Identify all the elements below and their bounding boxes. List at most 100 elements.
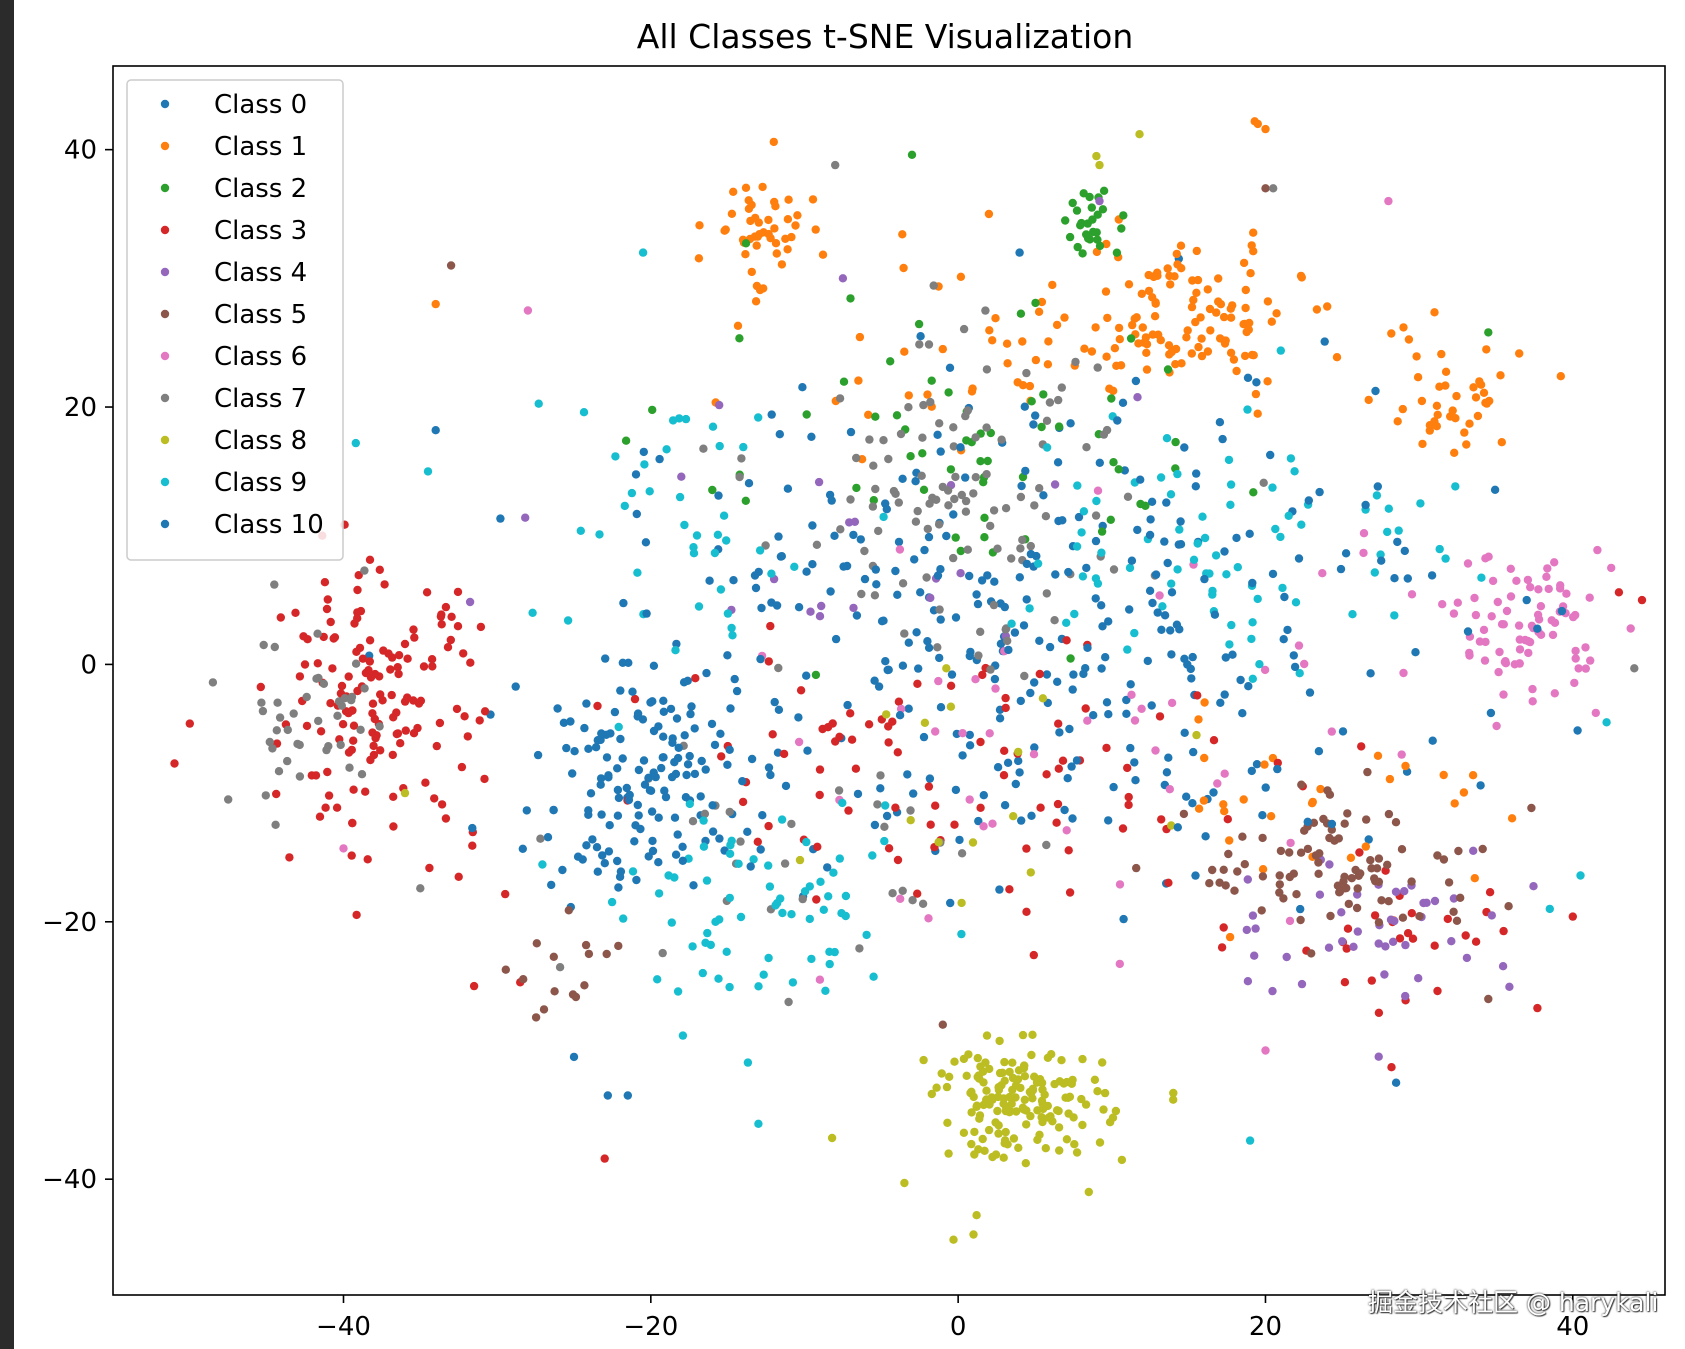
point-class-5: [1340, 819, 1349, 828]
point-class-5: [1484, 994, 1493, 1004]
point-class-3: [884, 844, 894, 853]
point-class-9: [788, 978, 798, 987]
point-class-10: [1573, 726, 1582, 735]
point-class-10: [1091, 536, 1101, 546]
point-class-3: [1035, 669, 1045, 679]
point-class-10: [702, 668, 711, 678]
point-class-3: [389, 713, 398, 722]
point-class-9: [1383, 527, 1392, 537]
point-class-3: [441, 602, 451, 612]
point-class-4: [1268, 986, 1277, 996]
point-class-10: [604, 771, 613, 780]
point-class-5: [1285, 848, 1294, 857]
point-class-8: [882, 710, 891, 719]
point-class-0: [1122, 695, 1131, 705]
point-class-6: [1487, 612, 1496, 621]
point-class-10: [580, 723, 589, 733]
point-class-7: [919, 400, 928, 410]
point-class-3: [1157, 815, 1166, 824]
point-class-8: [1078, 1120, 1087, 1130]
point-class-8: [1007, 1099, 1016, 1109]
point-class-7: [1042, 416, 1052, 425]
point-class-3: [369, 741, 378, 751]
point-class-0: [1261, 783, 1270, 792]
point-class-1: [1138, 323, 1148, 332]
point-class-9: [1033, 559, 1043, 568]
point-class-1: [1401, 761, 1410, 771]
point-class-3: [428, 662, 437, 671]
point-class-10: [1189, 747, 1198, 757]
point-class-9: [868, 851, 877, 860]
point-class-5: [614, 941, 623, 951]
point-class-3: [387, 690, 396, 700]
point-class-4: [1315, 890, 1325, 899]
point-class-0: [592, 843, 602, 852]
point-class-3: [369, 750, 379, 760]
point-class-6: [1512, 576, 1521, 585]
point-class-1: [1473, 411, 1483, 421]
point-class-6: [1499, 690, 1508, 699]
point-class-6: [1562, 589, 1571, 598]
point-class-2: [741, 496, 750, 505]
point-class-0: [831, 634, 841, 644]
point-class-7: [555, 963, 565, 972]
point-class-0: [770, 697, 779, 707]
point-class-6: [979, 822, 988, 831]
point-class-9: [1130, 628, 1139, 638]
point-class-4: [849, 603, 858, 613]
point-class-10: [956, 443, 965, 452]
point-class-4: [845, 518, 854, 527]
point-class-6: [1550, 558, 1559, 567]
point-class-6: [1399, 668, 1408, 678]
point-class-1: [1260, 760, 1269, 769]
point-class-3: [1042, 770, 1051, 779]
point-class-3: [295, 672, 305, 681]
point-class-5: [1335, 887, 1345, 896]
point-class-8: [1077, 1094, 1086, 1104]
point-class-9: [1166, 490, 1176, 499]
point-class-5: [531, 1013, 541, 1022]
point-class-1: [864, 410, 873, 419]
point-class-8: [959, 1054, 969, 1064]
point-class-0: [1015, 573, 1024, 582]
point-class-10: [895, 711, 905, 720]
point-class-3: [389, 822, 398, 831]
point-class-0: [758, 811, 767, 820]
point-class-4: [956, 569, 965, 578]
point-class-7: [934, 520, 944, 529]
point-class-6: [1493, 597, 1503, 607]
point-class-4: [1133, 393, 1142, 402]
point-class-5: [1303, 844, 1313, 854]
point-class-8: [1040, 1090, 1049, 1099]
points-layer: [170, 117, 1647, 1244]
point-class-7: [1057, 383, 1067, 392]
point-class-9: [1211, 551, 1221, 560]
point-class-10: [965, 741, 975, 750]
point-class-8: [980, 1146, 989, 1156]
point-class-0: [1104, 816, 1113, 825]
point-class-10: [725, 745, 734, 754]
point-class-10: [1476, 781, 1485, 790]
point-class-10: [1228, 650, 1237, 659]
point-class-1: [1507, 814, 1517, 823]
point-class-6: [1453, 598, 1463, 607]
point-class-8: [1026, 868, 1036, 877]
point-class-6: [1499, 620, 1509, 629]
point-class-3: [469, 981, 479, 991]
point-class-5: [1314, 858, 1323, 867]
point-class-1: [1373, 751, 1383, 760]
point-class-6: [1286, 838, 1295, 848]
point-class-3: [812, 895, 821, 904]
point-class-0: [910, 555, 919, 564]
point-class-3: [371, 733, 380, 743]
point-class-9: [1073, 481, 1082, 490]
point-class-0: [808, 521, 817, 530]
point-class-10: [924, 643, 934, 652]
point-class-7: [922, 573, 931, 582]
point-class-8: [991, 1150, 1001, 1159]
point-class-3: [432, 741, 441, 751]
point-class-0: [1191, 482, 1201, 491]
point-class-0: [1063, 774, 1072, 783]
point-class-6: [1581, 664, 1591, 673]
